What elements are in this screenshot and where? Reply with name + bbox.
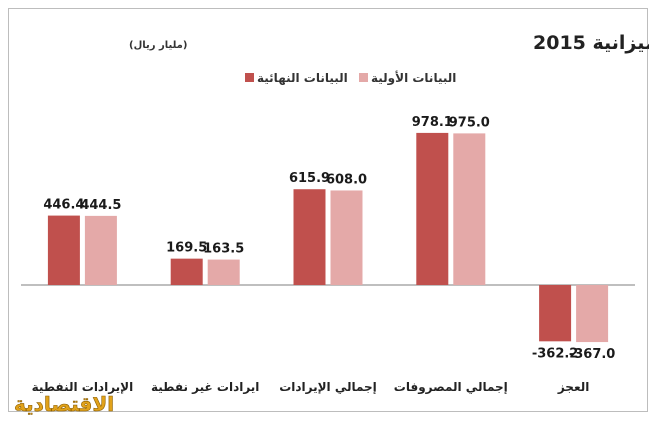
legend-swatch-1 <box>359 73 368 82</box>
value-label-3-1: 975.0 <box>449 115 490 130</box>
legend-label-0: البيانات النهائية <box>257 71 348 85</box>
chart-title-group: فرق البيانات الأولية والنهائية لميزانية … <box>129 31 649 54</box>
watermark-logo: الاقتصادية <box>14 392 115 417</box>
chart-unit: (مليار ريال) <box>129 40 187 51</box>
category-label-3: إجمالي المصروفات <box>394 380 508 395</box>
value-label-2-1: 608.0 <box>326 172 367 187</box>
bar-4-0 <box>539 285 572 342</box>
bar-4-1 <box>576 285 609 343</box>
category-label-4: العجز <box>557 380 590 394</box>
legend-swatch-0 <box>245 73 254 82</box>
bar-2-1 <box>330 190 363 285</box>
chart-frame: فرق البيانات الأولية والنهائية لميزانية … <box>8 8 649 412</box>
value-label-4-1: -367.0 <box>569 347 616 362</box>
category-label-0: الإيرادات النفطية <box>32 380 134 394</box>
bar-1-1 <box>207 259 240 285</box>
category-labels-group: الإيرادات النفطية ايرادات غير نفطية إجمالي… <box>32 380 590 395</box>
value-label-3-0: 978.1 <box>412 115 453 130</box>
chart-legend: البيانات النهائية البيانات الأولية <box>245 70 456 86</box>
value-label-4-0: -362.2 <box>532 346 579 361</box>
value-label-1-1: 163.5 <box>203 242 244 257</box>
bar-0-0 <box>47 215 80 285</box>
bar-3-1 <box>453 133 486 285</box>
value-label-0-1: 444.5 <box>80 198 121 213</box>
value-label-2-0: 615.9 <box>289 171 330 186</box>
category-label-2: إجمالي الإيرادات <box>279 380 377 394</box>
bar-1-0 <box>170 258 203 285</box>
chart-canvas: فرق البيانات الأولية والنهائية لميزانية … <box>21 31 649 395</box>
legend-label-1: البيانات الأولية <box>371 70 456 86</box>
bars-group <box>47 132 609 343</box>
bar-3-0 <box>416 132 449 285</box>
bar-2-0 <box>293 189 326 285</box>
value-label-0-0: 446.4 <box>43 198 84 213</box>
value-label-1-0: 169.5 <box>166 241 207 256</box>
category-label-1: ايرادات غير نفطية <box>151 380 259 394</box>
bar-0-1 <box>84 215 117 285</box>
chart-title: فرق البيانات الأولية والنهائية لميزانية … <box>533 31 649 54</box>
